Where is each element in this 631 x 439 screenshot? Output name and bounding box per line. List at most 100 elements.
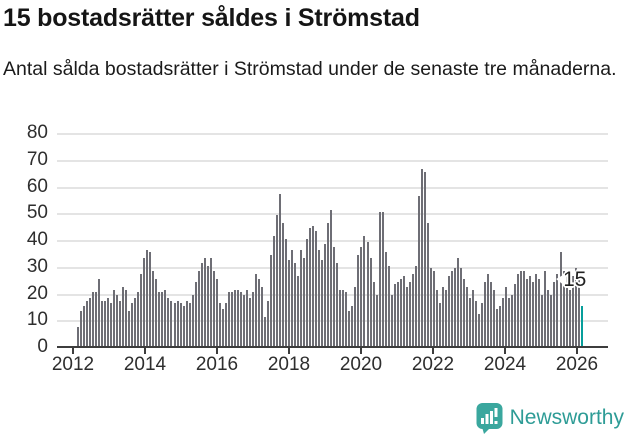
bar (119, 301, 122, 346)
gridline (57, 266, 608, 269)
bar (221, 309, 224, 346)
bar (447, 276, 450, 346)
bar (559, 252, 562, 346)
chart-subtitle: Antal sålda bostadsrätter i Strömstad un… (3, 58, 617, 80)
bar (402, 276, 405, 346)
bar (80, 311, 83, 346)
bar (426, 223, 429, 346)
bar (339, 290, 342, 346)
bar (233, 290, 236, 346)
bar (315, 231, 318, 346)
bar (218, 303, 221, 346)
bar (306, 239, 309, 346)
y-tick-label: 50 (26, 202, 48, 224)
bar (393, 284, 396, 346)
bar (502, 298, 505, 346)
bar (254, 274, 257, 346)
bar (423, 172, 426, 346)
bar (372, 282, 375, 346)
bar (348, 311, 351, 346)
bar (466, 287, 469, 346)
bar (550, 295, 553, 346)
bar (203, 258, 206, 346)
bar (450, 271, 453, 346)
bar (405, 287, 408, 346)
bar (263, 317, 266, 346)
bar (547, 290, 550, 346)
gridline (57, 159, 608, 162)
bar (146, 250, 149, 346)
bar (167, 298, 170, 346)
bar (378, 212, 381, 346)
x-tick-label: 2014 (123, 354, 167, 375)
bar (152, 271, 155, 346)
bar (438, 303, 441, 346)
bar (469, 298, 472, 346)
bar (227, 292, 230, 346)
bar (104, 301, 107, 346)
bar (131, 303, 134, 346)
bar (490, 282, 493, 346)
bar (188, 303, 191, 346)
bar (511, 295, 514, 346)
bar (158, 292, 161, 346)
x-tick-label: 2026 (555, 354, 599, 375)
x-tick-label: 2020 (339, 354, 383, 375)
bar (541, 295, 544, 346)
gridline (57, 186, 608, 189)
gridline (57, 293, 608, 296)
bar (562, 271, 565, 346)
x-axis-line (57, 346, 608, 348)
plot-area (57, 133, 608, 348)
bar (330, 210, 333, 346)
bar (312, 226, 315, 346)
bar (170, 301, 173, 346)
bar (496, 309, 499, 346)
bar (565, 274, 568, 346)
bar (526, 279, 529, 346)
bar (125, 290, 128, 346)
bar (360, 247, 363, 346)
bar (478, 314, 481, 346)
bar (463, 279, 465, 346)
bar (357, 255, 360, 346)
bar (523, 271, 526, 346)
gridline (57, 240, 608, 242)
bar (242, 295, 245, 346)
bar (173, 303, 176, 346)
y-tick-label: 20 (26, 282, 48, 304)
bar (191, 295, 194, 346)
bar (224, 303, 227, 346)
bar (571, 276, 574, 346)
bar (149, 252, 152, 346)
bar (411, 274, 414, 346)
chart-title: 15 bostadsrätter såldes i Strömstad (3, 4, 420, 32)
bar (122, 287, 125, 346)
bar (245, 290, 248, 346)
brand-name: Newsworthy (509, 406, 624, 429)
bar (408, 282, 411, 346)
bar (282, 223, 285, 346)
bar (441, 287, 444, 346)
bar (164, 290, 167, 346)
x-tick-label: 2012 (51, 354, 95, 375)
bar (179, 303, 182, 346)
y-tick-label: 10 (26, 309, 48, 331)
bar (239, 292, 242, 346)
y-tick-label: 40 (26, 229, 48, 250)
bar (86, 301, 89, 346)
bar (535, 274, 538, 346)
value-annotation-label: 15 (563, 268, 587, 291)
bar (556, 274, 559, 346)
bar (514, 284, 517, 346)
x-tick-mark (504, 347, 506, 354)
bar (98, 279, 101, 346)
bar (508, 298, 511, 346)
bar (417, 196, 420, 346)
x-tick-mark (216, 347, 218, 354)
x-tick-mark (576, 347, 578, 354)
bar (429, 268, 432, 346)
bar (300, 250, 303, 346)
bar (321, 260, 324, 346)
bar (276, 215, 279, 346)
